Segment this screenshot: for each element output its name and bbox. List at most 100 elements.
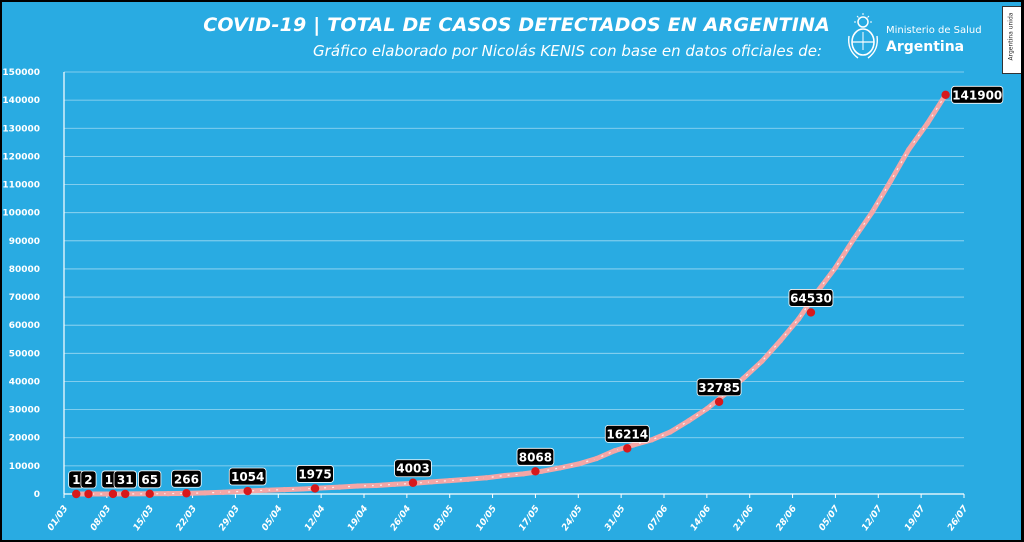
data-point bbox=[281, 487, 288, 493]
data-marker bbox=[531, 467, 540, 476]
data-point bbox=[318, 485, 324, 491]
data-point bbox=[557, 465, 563, 471]
x-tick-label: 19/07 bbox=[903, 503, 928, 533]
data-point bbox=[520, 471, 526, 477]
x-tick-label: 15/03 bbox=[132, 504, 156, 533]
data-point bbox=[906, 146, 912, 152]
data-point bbox=[355, 483, 361, 489]
data-point bbox=[704, 406, 710, 412]
data-point bbox=[483, 475, 490, 481]
x-tick-label: 07/06 bbox=[646, 504, 670, 533]
y-tick-labels: 0 10000 20000 30000 40000 50000 60000 70000 8000… bbox=[2, 68, 40, 500]
data-point bbox=[924, 121, 930, 127]
y-tick-label: 120000 bbox=[2, 152, 40, 162]
chart-subtitle: Gráfico elaborado por Nicolás KENIS con … bbox=[313, 42, 822, 60]
data-point bbox=[336, 484, 343, 490]
data-label: 8068 bbox=[519, 450, 552, 464]
argentina-coat-of-arms-icon bbox=[848, 13, 878, 59]
data-point bbox=[165, 491, 171, 497]
data-label-box bbox=[516, 447, 555, 466]
data-label-box bbox=[296, 465, 334, 483]
y-tick-label: 60000 bbox=[9, 321, 40, 331]
data-point bbox=[428, 479, 434, 485]
x-tick-labels: 01/03 08/03 15/03 22/03 29/03 05/04 12/04 19/04… bbox=[46, 503, 971, 533]
data-label-box bbox=[80, 470, 97, 489]
data-point bbox=[869, 209, 875, 215]
data-label-box bbox=[696, 378, 742, 397]
y-tick-label: 20000 bbox=[9, 434, 40, 444]
data-point bbox=[630, 442, 636, 448]
x-tick-label: 14/06 bbox=[689, 504, 713, 533]
data-label-box bbox=[788, 289, 834, 307]
data-label: 31 bbox=[117, 473, 134, 487]
data-point bbox=[685, 418, 692, 424]
data-marker bbox=[72, 489, 81, 499]
data-point bbox=[832, 265, 839, 271]
data-label: 1975 bbox=[298, 467, 331, 481]
y-tick-label: 90000 bbox=[9, 237, 40, 247]
data-label: 2 bbox=[84, 473, 92, 487]
data-marker bbox=[714, 397, 724, 406]
data-point bbox=[887, 178, 894, 184]
data-marker bbox=[408, 478, 418, 487]
data-label: 141900 bbox=[952, 88, 1002, 102]
data-marker bbox=[121, 489, 130, 499]
logo-ministerio-text: Ministerio de Salud bbox=[886, 25, 982, 36]
data-point bbox=[759, 358, 765, 364]
data-label: 266 bbox=[174, 472, 199, 486]
data-point bbox=[612, 448, 618, 454]
data-label-box bbox=[138, 470, 162, 489]
data-label-box bbox=[228, 467, 267, 486]
x-tick-label: 28/06 bbox=[775, 504, 799, 533]
data-label-box bbox=[113, 470, 137, 489]
data-label-box bbox=[951, 85, 1004, 104]
data-point bbox=[202, 490, 208, 496]
data-marker bbox=[182, 489, 191, 498]
series-line bbox=[73, 92, 949, 497]
data-point bbox=[373, 482, 379, 489]
y-tick-label: 30000 bbox=[9, 406, 40, 416]
data-point bbox=[220, 489, 226, 495]
data-marker bbox=[806, 308, 816, 317]
data-marker bbox=[84, 489, 93, 499]
x-tick-label: 22/03 bbox=[175, 504, 199, 533]
data-label: 65 bbox=[141, 473, 158, 487]
y-tick-label: 80000 bbox=[9, 265, 40, 275]
x-tick-label: 26/07 bbox=[946, 503, 971, 533]
data-point bbox=[392, 481, 398, 487]
data-point bbox=[649, 437, 655, 443]
ministerio-logo: Ministerio de Salud Argentina bbox=[846, 12, 1006, 62]
data-label-box bbox=[604, 424, 650, 443]
data-point bbox=[575, 461, 581, 467]
data-point bbox=[740, 375, 747, 381]
data-label: 32785 bbox=[698, 381, 740, 395]
data-label-box bbox=[394, 459, 432, 478]
chart-title: COVID-19 | TOTAL DE CASOS DETECTADOS EN … bbox=[203, 14, 830, 36]
y-tick-label: 70000 bbox=[9, 293, 40, 303]
data-marker bbox=[145, 489, 154, 499]
logo-argentina-text: Argentina bbox=[886, 39, 965, 55]
y-tick-label: 140000 bbox=[2, 96, 40, 106]
data-point bbox=[796, 316, 802, 322]
data-marker bbox=[941, 90, 950, 99]
x-tick-label: 08/03 bbox=[89, 504, 113, 533]
x-tick-label: 24/05 bbox=[560, 504, 584, 533]
y-tick-label: 50000 bbox=[9, 349, 40, 359]
data-point bbox=[667, 429, 673, 435]
data-point bbox=[104, 491, 110, 497]
x-tick-label: 19/04 bbox=[346, 504, 370, 533]
data-label: 4003 bbox=[396, 462, 429, 476]
x-tick-label: 01/03 bbox=[46, 504, 70, 533]
data-point bbox=[263, 487, 269, 493]
y-tick-label: 10000 bbox=[9, 462, 40, 472]
data-marker bbox=[243, 486, 252, 496]
data-point bbox=[538, 468, 545, 474]
data-point bbox=[594, 455, 600, 462]
x-tick-label: 03/05 bbox=[432, 504, 456, 533]
gridlines bbox=[64, 71, 964, 467]
x-tick-label: 05/04 bbox=[260, 504, 284, 533]
data-point bbox=[447, 477, 453, 484]
